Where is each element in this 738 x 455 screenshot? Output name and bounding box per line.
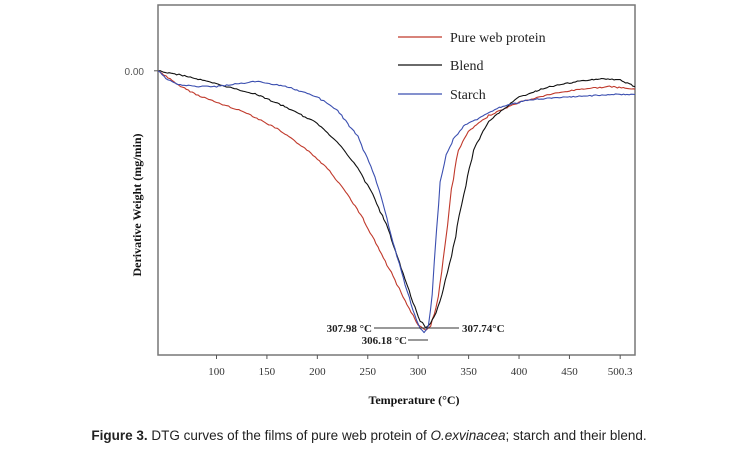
y-axis-title: Derivative Weight (mg/min) bbox=[130, 133, 144, 276]
annotation-label: 306.18 °C bbox=[362, 335, 407, 347]
caption-text-2: ; starch and their blend. bbox=[505, 428, 647, 443]
x-tick-label: 350 bbox=[460, 366, 477, 378]
x-tick-label: 300 bbox=[410, 366, 427, 378]
dtg-chart: 100 150 200 250 300 350 400 450 500.3 0.00 307.9… bbox=[125, 4, 636, 407]
caption-text-1: DTG curves of the films of pure web prot… bbox=[147, 428, 431, 443]
y-axis-ticks: 0.00 bbox=[125, 67, 158, 78]
x-tick-label: 200 bbox=[309, 366, 326, 378]
series-line-pure-web-protein bbox=[157, 70, 636, 331]
x-tick-label: 500.3 bbox=[608, 366, 633, 378]
x-axis-tick-labels: 100 150 200 250 300 350 400 450 500.3 bbox=[208, 366, 633, 378]
series-line-starch bbox=[157, 70, 636, 334]
x-tick-label: 400 bbox=[511, 366, 528, 378]
annotation-label: 307.98 °C bbox=[327, 323, 372, 335]
x-tick-label: 150 bbox=[259, 366, 276, 378]
legend-label: Starch bbox=[450, 88, 486, 103]
x-tick-label: 250 bbox=[360, 366, 377, 378]
annotation-label: 307.74°C bbox=[462, 323, 505, 335]
plot-frame bbox=[157, 4, 636, 356]
y-tick-label: 0.00 bbox=[125, 67, 145, 78]
x-axis-ticks bbox=[215, 355, 621, 359]
legend-label: Blend bbox=[450, 59, 483, 74]
x-tick-label: 100 bbox=[208, 366, 225, 378]
figure-label: Figure 3. bbox=[91, 428, 148, 443]
series-layer bbox=[157, 70, 636, 334]
legend-label: Pure web protein bbox=[450, 31, 546, 46]
legend: Pure web protein Blend Starch bbox=[398, 31, 546, 103]
x-axis-title: Temperature (°C) bbox=[368, 393, 459, 407]
caption-species: O.exvinacea bbox=[430, 428, 506, 443]
figure-caption: Figure 3. DTG curves of the films of pur… bbox=[0, 428, 738, 443]
series-line-blend bbox=[158, 70, 636, 329]
x-tick-label: 450 bbox=[561, 366, 578, 378]
